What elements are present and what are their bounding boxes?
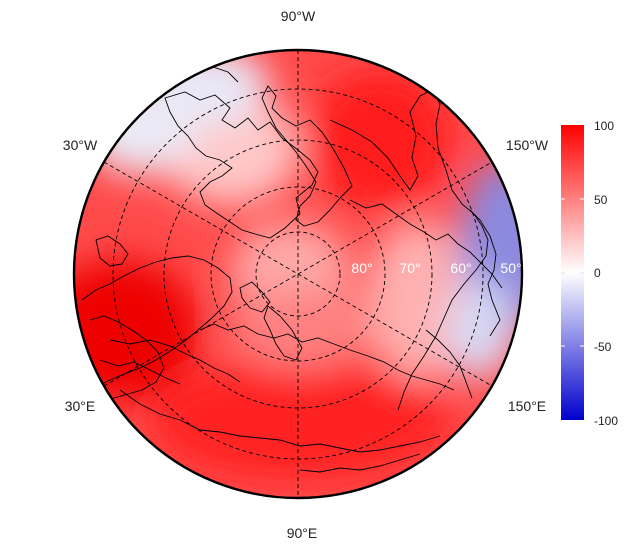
colorbar: 100 50 0 -50 -100 xyxy=(561,119,618,428)
field-strong-core-europe xyxy=(74,260,200,400)
greenland-coast xyxy=(164,91,319,239)
anomaly-field xyxy=(74,50,522,498)
lon-label-150e: 150°E xyxy=(508,398,546,414)
lat-label-50: 50° xyxy=(500,260,521,276)
field-neutral-east xyxy=(445,280,515,380)
colorbar-label-100: 100 xyxy=(594,119,614,133)
arctic-archipelago-coast xyxy=(349,199,503,289)
colorbar-gradient xyxy=(561,125,584,420)
europe-borders-b xyxy=(99,359,181,385)
map-border xyxy=(72,48,524,500)
europe-borders-a xyxy=(109,339,241,383)
coastlines xyxy=(81,65,503,473)
colorbar-label-neg100: -100 xyxy=(594,414,618,428)
colorbar-tick-marks xyxy=(561,198,584,347)
north-america-pacific-coast xyxy=(329,89,489,411)
lat-label-70: 70° xyxy=(399,260,420,276)
field-strong-core-arctic xyxy=(310,70,450,210)
alaska-coast xyxy=(469,209,501,337)
field-neutral-atlantic xyxy=(85,85,195,175)
field-siberia xyxy=(150,360,450,480)
kamchatka-coast xyxy=(425,329,473,399)
field-mid-arctic xyxy=(230,290,370,370)
lon-label-30w: 30°W xyxy=(63,137,98,153)
lat-label-80: 80° xyxy=(351,260,372,276)
lon-label-30e: 30°E xyxy=(65,398,96,414)
meridian-30e-150w xyxy=(103,161,493,387)
lon-label-90w: 90°W xyxy=(281,8,316,24)
ellesmere-coast xyxy=(261,85,353,227)
graticule xyxy=(103,50,493,498)
lon-label-90e: 90°E xyxy=(287,525,318,541)
svalbard-coast xyxy=(239,281,271,313)
novaya-zemlya-coast xyxy=(263,305,303,361)
colorbar-label-0: 0 xyxy=(594,266,601,280)
southern-border xyxy=(299,453,421,473)
colorbar-label-neg50: -50 xyxy=(594,340,612,354)
lat-label-60: 60° xyxy=(450,260,471,276)
lon-label-150w: 150°W xyxy=(506,137,549,153)
central-asia-border xyxy=(119,389,441,453)
siberia-arctic-coast xyxy=(199,323,455,391)
colorbar-label-50: 50 xyxy=(594,193,608,207)
iceland-coast xyxy=(95,235,129,267)
europe-coast xyxy=(87,315,165,405)
scandinavia-coast xyxy=(81,255,233,393)
